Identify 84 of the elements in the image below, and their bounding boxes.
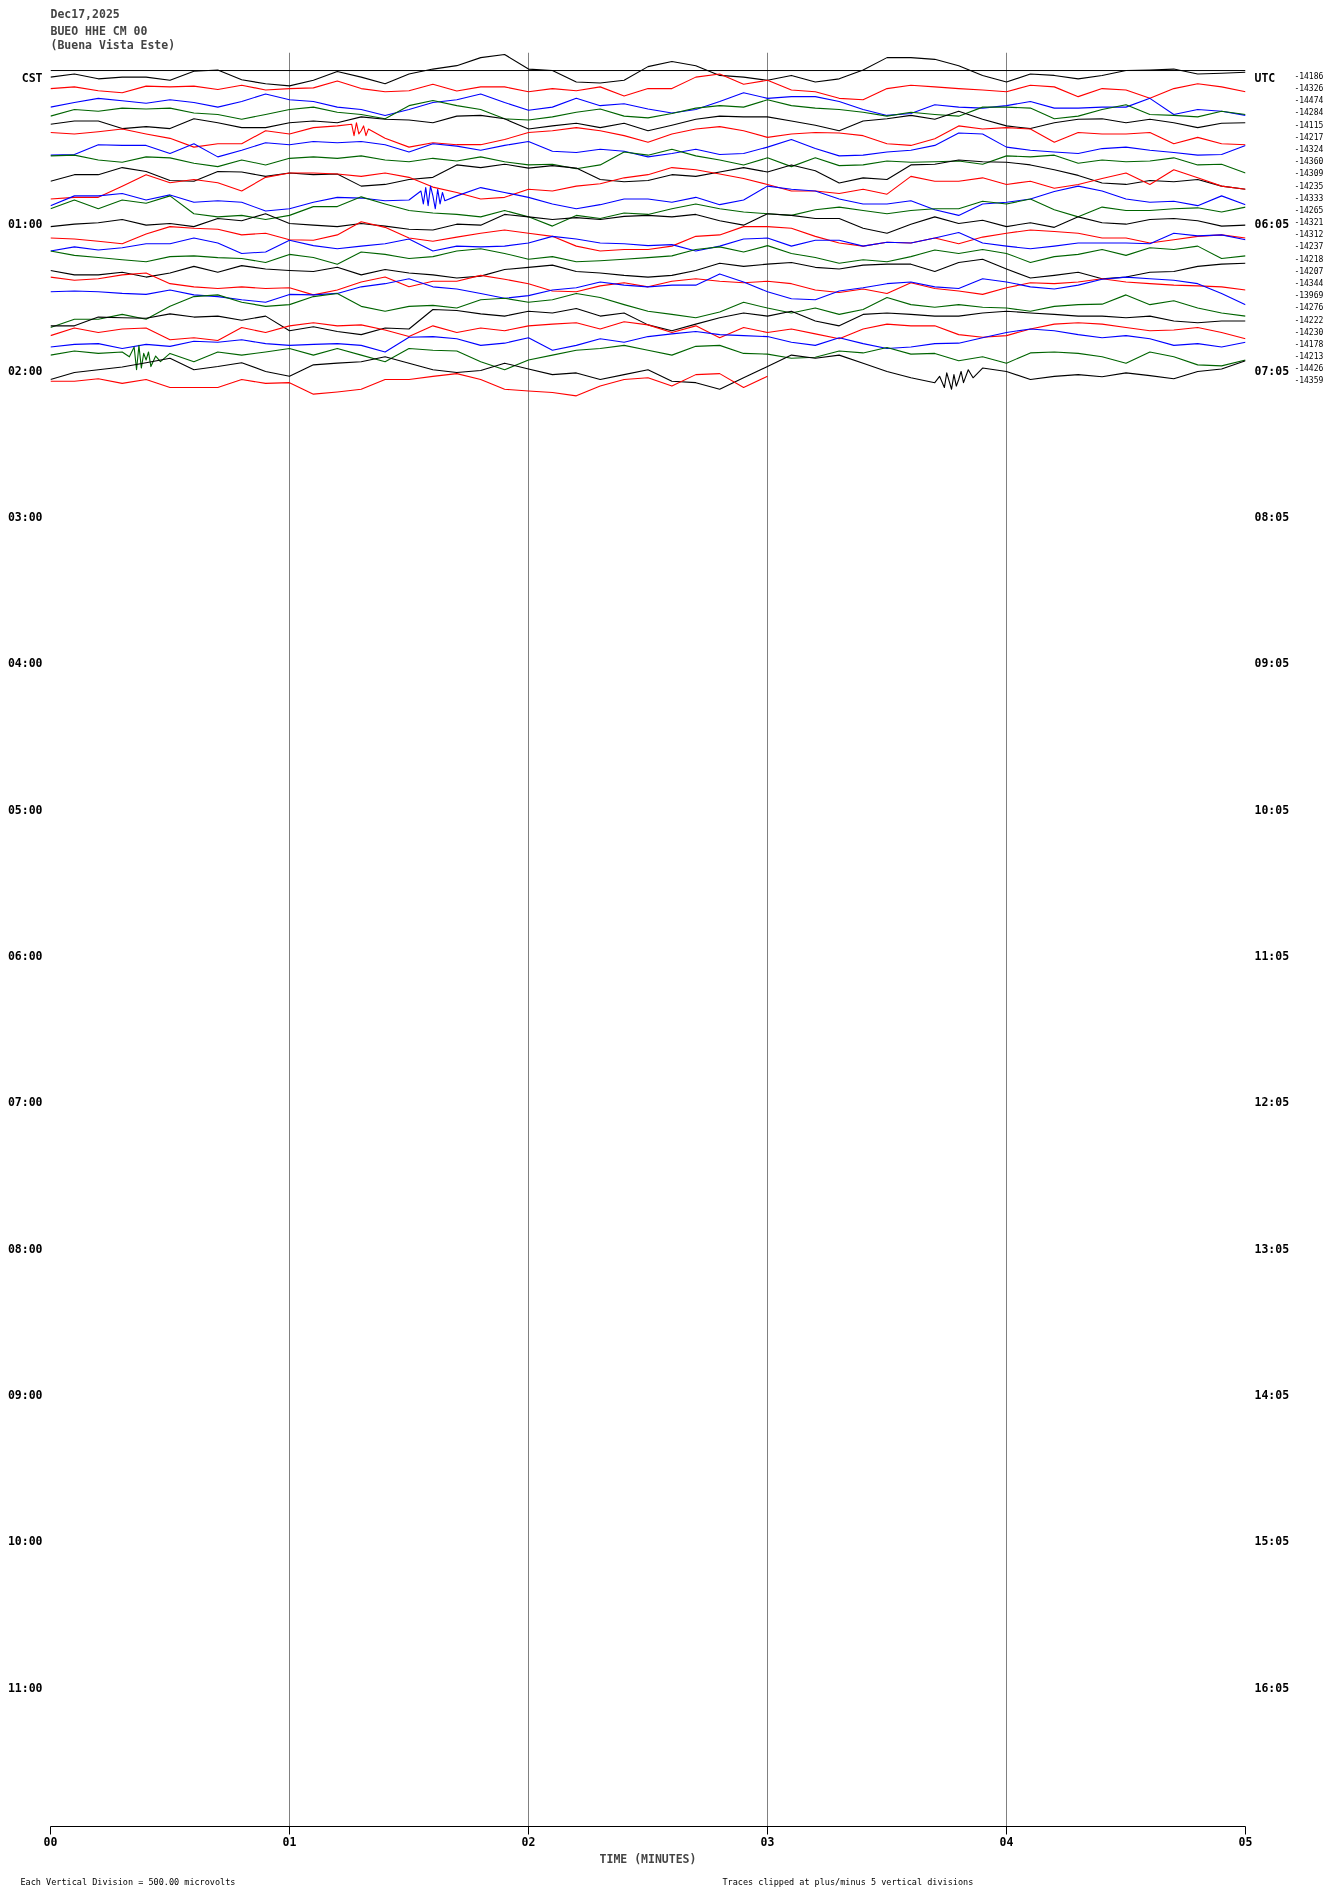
line-series	[50, 148, 1246, 174]
line-series	[50, 273, 1246, 306]
y-tick-label: 03:00	[7, 510, 43, 525]
line-series	[50, 221, 1246, 252]
text: -14115	[1294, 120, 1324, 130]
text: -14426	[1294, 364, 1324, 374]
text: -14324	[1294, 144, 1324, 154]
y2-tick-label: 11:05	[1254, 948, 1290, 963]
x-tick-label: 00	[43, 1834, 58, 1849]
text: -14284	[1294, 108, 1324, 118]
line-series	[50, 92, 1246, 116]
y2-tick-label: 15:05	[1254, 1534, 1290, 1549]
line-series	[50, 321, 1246, 342]
y-tick-label: 01:00	[7, 217, 43, 232]
line-series	[50, 344, 1246, 371]
text: -14178	[1294, 339, 1324, 349]
y2-tick-label: 14:05	[1254, 1387, 1290, 1402]
text: -14265	[1294, 205, 1324, 215]
text: -14222	[1294, 315, 1324, 325]
line-series	[50, 307, 1246, 336]
y2-tick-label: 09:05	[1254, 656, 1290, 671]
x-tick-label: 03	[760, 1834, 775, 1849]
text: -14230	[1294, 327, 1324, 337]
y-tick-label: 02:00	[7, 363, 43, 378]
text: -14360	[1294, 157, 1324, 167]
y-tick-label: 08:00	[7, 1241, 43, 1256]
y-tick-label: 04:00	[7, 656, 43, 671]
text: -14217	[1294, 132, 1324, 142]
y-tick-label: 09:00	[7, 1387, 43, 1402]
text: -14207	[1294, 266, 1324, 276]
line-series	[50, 185, 1246, 216]
chart-subtitle: BUEO HHE CM 00 (Buena Vista Este)	[50, 24, 176, 52]
text: -14235	[1294, 181, 1324, 191]
text: Traces clipped at plus/minus 5 vertical divisions	[722, 1876, 974, 1887]
y2-tick-label: UTC	[1254, 71, 1276, 86]
line-series	[50, 99, 1246, 121]
y2-tick-label: 06:05	[1254, 217, 1290, 232]
y2-tick-label: 10:05	[1254, 802, 1290, 817]
x-tick-label: 05	[1238, 1834, 1253, 1849]
x-tick-label: 01	[282, 1834, 297, 1849]
text: -14321	[1294, 218, 1324, 228]
y2-tick-label: 16:05	[1254, 1680, 1290, 1695]
text: -14312	[1294, 230, 1324, 240]
x-tick-label: 04	[999, 1834, 1014, 1849]
text: -14359	[1294, 376, 1324, 386]
line-series	[50, 132, 1246, 158]
y2-tick-label: 13:05	[1254, 1241, 1290, 1256]
text: -14237	[1294, 242, 1324, 252]
y2-tick-label: 07:05	[1254, 363, 1290, 378]
line-series	[50, 110, 1246, 132]
y-tick-label: 06:00	[7, 948, 43, 963]
text: -14344	[1294, 278, 1324, 288]
text: -13969	[1294, 291, 1324, 301]
text: -14333	[1294, 193, 1324, 203]
text: -14186	[1294, 71, 1324, 81]
line-series	[50, 245, 1246, 265]
x-tick-label: 02	[521, 1834, 536, 1849]
line-series	[50, 258, 1246, 280]
y-tick-label: 07:00	[7, 1095, 43, 1110]
text: -14218	[1294, 254, 1324, 264]
line-series	[50, 213, 1246, 234]
y2-tick-label: 08:05	[1254, 510, 1290, 525]
line-series	[50, 272, 1246, 296]
text: -14326	[1294, 84, 1324, 94]
y-tick-label: CST	[21, 71, 43, 86]
y-tick-label: 05:00	[7, 802, 43, 817]
line-series	[50, 354, 1246, 390]
text: -14309	[1294, 169, 1324, 179]
line-series	[50, 167, 1246, 200]
line-series	[50, 231, 1246, 254]
x-axis-title: TIME (MINUTES)	[599, 1851, 697, 1866]
y-tick-label: 11:00	[7, 1680, 43, 1695]
line-series	[50, 195, 1246, 227]
line-series	[50, 328, 1246, 353]
line-series	[50, 373, 769, 397]
chart-title: Dec17,2025	[50, 7, 120, 21]
text: Each Vertical Division = 500.00 microvolts	[20, 1876, 236, 1887]
line-series	[50, 292, 1246, 329]
text: -14276	[1294, 303, 1324, 313]
text: -14213	[1294, 352, 1324, 362]
text: -14474	[1294, 96, 1324, 106]
y2-tick-label: 12:05	[1254, 1095, 1290, 1110]
line-series	[50, 122, 1246, 148]
y-tick-label: 10:00	[7, 1534, 43, 1549]
